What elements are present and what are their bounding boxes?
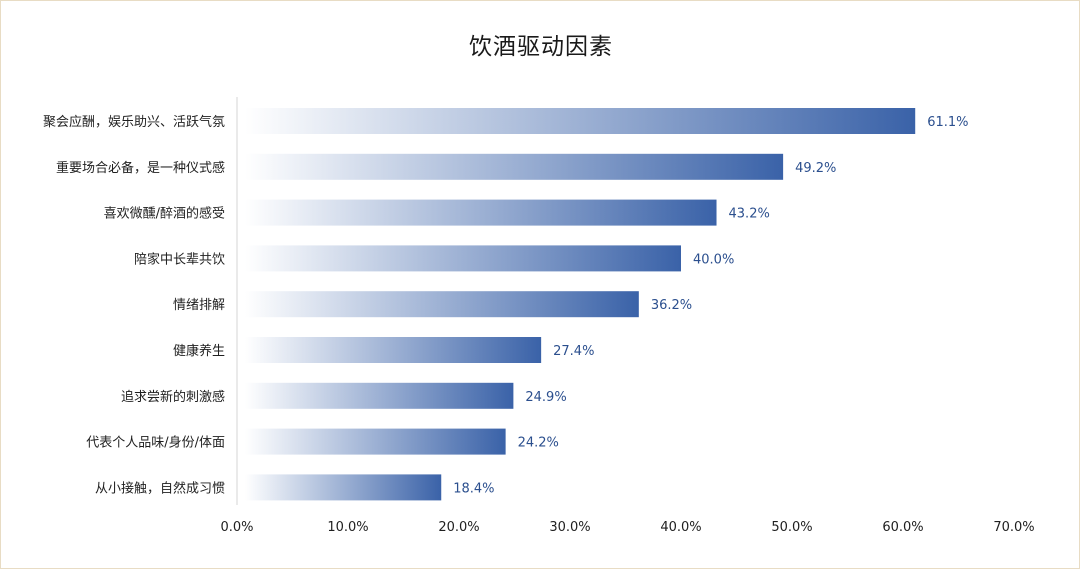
bar — [245, 291, 639, 318]
data-label: 49.2% — [795, 161, 836, 176]
category-label: 代表个人品味/身份/体面 — [86, 435, 225, 451]
category-label: 重要场合必备，是一种仪式感 — [56, 160, 225, 176]
x-tick-label: 20.0% — [438, 520, 479, 535]
x-tick-label: 50.0% — [771, 520, 812, 535]
x-tick-label: 70.0% — [993, 520, 1034, 535]
x-tick-label: 60.0% — [882, 520, 923, 535]
data-label: 40.0% — [693, 252, 734, 267]
bar — [245, 108, 916, 134]
category-label: 追求尝新的刺激感 — [121, 389, 225, 405]
chart-title: 饮酒驱动因素 — [469, 34, 613, 60]
bar — [245, 337, 542, 363]
data-label: 27.4% — [553, 344, 594, 359]
bar — [245, 245, 681, 272]
x-tick-label: 10.0% — [327, 520, 368, 535]
bar — [245, 474, 442, 501]
category-label: 陪家中长辈共饮 — [134, 251, 225, 267]
data-label: 43.2% — [729, 207, 770, 222]
x-tick-label: 30.0% — [549, 520, 590, 535]
bar — [245, 199, 717, 226]
category-label: 聚会应酬，娱乐助兴、活跃气氛 — [43, 114, 225, 130]
data-label: 24.2% — [518, 436, 559, 451]
data-label: 61.1% — [927, 115, 968, 130]
category-label: 健康养生 — [173, 343, 225, 359]
bar — [245, 428, 506, 455]
data-label: 24.9% — [525, 390, 566, 405]
bar — [245, 153, 784, 180]
bar — [245, 382, 514, 409]
data-label: 18.4% — [453, 481, 494, 496]
category-label: 喜欢微醺/醉酒的感受 — [104, 206, 225, 222]
x-tick-label: 40.0% — [660, 520, 701, 535]
category-label: 从小接触，自然成习惯 — [95, 480, 225, 496]
data-label: 36.2% — [651, 298, 692, 313]
category-label: 情绪排解 — [173, 298, 225, 313]
x-tick-label: 0.0% — [220, 520, 253, 535]
